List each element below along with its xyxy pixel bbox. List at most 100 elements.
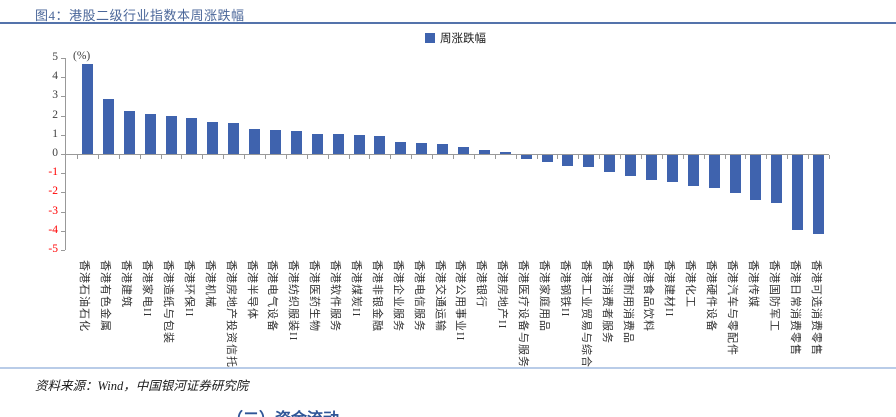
y-axis-tick bbox=[61, 173, 65, 175]
x-axis-tick bbox=[348, 155, 350, 159]
bar bbox=[562, 155, 574, 166]
chart-legend: 周涨跌幅 bbox=[425, 30, 486, 46]
category-label-text: 香港电信服务 bbox=[412, 260, 425, 332]
x-axis-tick bbox=[97, 155, 99, 159]
x-axis-tick bbox=[327, 155, 329, 159]
x-axis-tick bbox=[724, 155, 726, 159]
bar bbox=[102, 99, 114, 154]
category-label-text: 香港消费者服务 bbox=[600, 260, 613, 344]
bar bbox=[81, 63, 93, 154]
category-label-text: 香港半导体 bbox=[245, 260, 258, 320]
category-label-text: 香港传媒 bbox=[746, 260, 759, 308]
category-label-text: 香港煤炭II bbox=[350, 260, 362, 318]
x-axis-tick bbox=[285, 155, 287, 159]
figure-bottom-divider bbox=[0, 367, 896, 369]
bar bbox=[499, 152, 511, 154]
bar bbox=[353, 134, 365, 154]
bar bbox=[604, 155, 616, 173]
category-label-text: 香港软件服务 bbox=[329, 260, 342, 332]
category-label-text: 香港银行 bbox=[475, 260, 488, 308]
bar bbox=[687, 155, 699, 186]
bar bbox=[729, 155, 741, 194]
x-axis-tick bbox=[641, 155, 642, 159]
category-label-text: 香港可选消费零售 bbox=[809, 260, 822, 356]
category-label-text: 香港石油石化 bbox=[78, 260, 91, 332]
bar bbox=[771, 155, 783, 203]
bar bbox=[708, 155, 720, 188]
bar bbox=[520, 155, 532, 159]
x-axis-tick bbox=[411, 155, 413, 159]
x-axis-tick bbox=[703, 155, 705, 159]
y-axis-tick bbox=[61, 154, 65, 155]
y-tick-label: -3 bbox=[48, 204, 58, 217]
bar bbox=[165, 115, 177, 154]
x-axis-tick bbox=[118, 155, 120, 159]
y-tick-label: 5 bbox=[52, 51, 58, 63]
y-axis-tick bbox=[61, 192, 65, 194]
x-axis-tick bbox=[390, 155, 392, 159]
category-label-text: 香港非银金融 bbox=[370, 260, 383, 332]
y-axis-tick bbox=[61, 115, 65, 117]
legend-label: 周涨跌幅 bbox=[440, 33, 486, 45]
next-section-heading: （二）资金流动 bbox=[227, 405, 339, 417]
category-label-text: 香港家电II bbox=[141, 260, 154, 318]
bar bbox=[395, 141, 407, 154]
y-tick-label: 3 bbox=[52, 89, 58, 102]
bar bbox=[457, 147, 469, 154]
y-tick-label: -1 bbox=[48, 166, 58, 179]
bar bbox=[269, 130, 281, 154]
category-label-text: 香港医药生物 bbox=[308, 260, 321, 332]
bar bbox=[144, 113, 156, 154]
x-axis-tick bbox=[202, 155, 204, 159]
x-axis-tick bbox=[745, 155, 747, 159]
category-label-text: 香港建材II bbox=[663, 260, 676, 318]
category-label-text: 香港企业服务 bbox=[391, 260, 404, 332]
bar bbox=[625, 155, 637, 177]
bar bbox=[750, 155, 762, 201]
bar bbox=[123, 110, 135, 154]
source-note: 资料来源：Wind，中国银河证券研究院 bbox=[35, 379, 249, 393]
bar bbox=[228, 123, 240, 154]
y-tick-label: -5 bbox=[48, 243, 58, 255]
category-label-text: 香港房地产投资信托 bbox=[224, 260, 237, 368]
x-axis-tick bbox=[808, 155, 810, 159]
y-tick-label: -4 bbox=[48, 223, 58, 236]
x-axis-tick bbox=[578, 155, 580, 159]
x-axis-tick bbox=[265, 155, 266, 159]
category-label-text: 香港造纸与包装 bbox=[162, 260, 174, 344]
category-label-text: 香港食品饮料 bbox=[642, 260, 655, 332]
x-axis-tick bbox=[453, 155, 454, 159]
category-label-text: 香港交通运输 bbox=[433, 260, 446, 332]
x-axis-tick bbox=[306, 155, 308, 159]
x-axis-tick bbox=[160, 155, 162, 159]
x-axis-tick bbox=[515, 155, 517, 159]
figure-title: 图4：港股二级行业指数本周涨跌幅 bbox=[35, 8, 245, 23]
y-tick-label: 2 bbox=[52, 108, 58, 121]
legend-swatch-icon bbox=[425, 33, 435, 43]
category-label-text: 香港房地产II bbox=[496, 260, 509, 330]
category-label-text: 香港汽车与零配件 bbox=[726, 260, 738, 356]
bar bbox=[186, 118, 198, 154]
x-axis-tick bbox=[557, 155, 559, 159]
x-axis-tick bbox=[787, 155, 789, 159]
category-label-text: 香港电气设备 bbox=[266, 260, 279, 332]
bar bbox=[290, 130, 302, 154]
category-label-text: 香港医疗设备与服务 bbox=[517, 260, 530, 368]
y-axis-tick bbox=[61, 134, 65, 136]
bar bbox=[478, 150, 490, 154]
bar bbox=[311, 133, 323, 154]
category-label-text: 香港硬件设备 bbox=[705, 260, 718, 332]
y-tick-label: 1 bbox=[52, 127, 58, 140]
category-label-text: 香港工业贸易与综合 bbox=[579, 260, 592, 368]
bar bbox=[437, 144, 449, 154]
category-label-text: 香港纺织服装II bbox=[287, 260, 300, 342]
x-axis-tick bbox=[473, 155, 475, 159]
x-axis-tick bbox=[829, 155, 830, 159]
x-axis-tick bbox=[369, 155, 371, 159]
category-label-text: 香港耐用消费品 bbox=[621, 260, 634, 344]
bar bbox=[541, 155, 553, 162]
category-label-text: 香港有色金属 bbox=[99, 260, 112, 332]
y-axis-tick bbox=[61, 77, 65, 79]
y-axis-tick bbox=[61, 58, 65, 59]
bar bbox=[207, 122, 219, 154]
